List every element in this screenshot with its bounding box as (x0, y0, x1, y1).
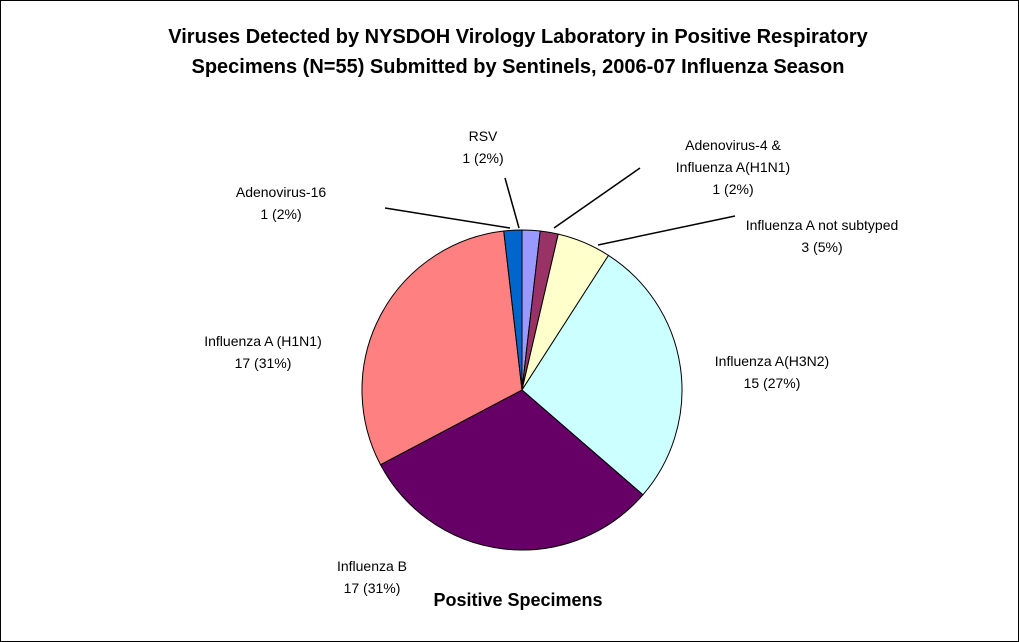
category-label: Adenovirus-16 (235, 184, 327, 200)
category-label: Adenovirus-4 & Influenza A(H1N1) (675, 137, 791, 175)
leader-line (504, 177, 520, 229)
value-label: 3 (5%) (801, 239, 843, 255)
category-label: RSV (468, 128, 498, 144)
pie-slice (503, 229, 523, 391)
leader-line (597, 215, 736, 246)
slice-label: Influenza B 17 (31%) (292, 555, 452, 599)
slice-label: Adenovirus-16 1 (2%) (181, 181, 381, 225)
value-label: 1 (2%) (712, 181, 754, 197)
pie-slice (361, 230, 523, 466)
x-axis-label: Positive Specimens (433, 590, 603, 610)
pie-slice (379, 389, 644, 551)
category-label: Influenza A(H3N2) (714, 353, 830, 369)
slice-label: Influenza A(H3N2) 15 (27%) (672, 350, 872, 394)
category-label: Influenza A (H1N1) (204, 333, 322, 349)
value-label: 15 (27%) (743, 375, 801, 391)
leader-lines (384, 167, 736, 246)
value-label: 17 (31%) (343, 580, 401, 596)
category-label: Influenza B (336, 558, 408, 574)
leader-line (553, 167, 641, 229)
chart-title: Viruses Detected by NYSDOH Virology Labo… (168, 26, 868, 78)
slice-label: RSV 1 (2%) (383, 125, 583, 169)
value-label: 1 (2%) (462, 150, 504, 166)
leader-line (384, 207, 511, 229)
slice-label: Influenza A not subtyped 3 (5%) (712, 214, 932, 258)
value-label: 1 (2%) (260, 206, 302, 222)
slice-label: Adenovirus-4 & Influenza A(H1N1) 1 (2%) (658, 134, 808, 200)
slice-label: Influenza A (H1N1) 17 (31%) (163, 330, 363, 374)
value-label: 17 (31%) (234, 355, 292, 371)
category-label: Influenza A not subtyped (745, 217, 899, 233)
pie-slice (521, 254, 683, 496)
